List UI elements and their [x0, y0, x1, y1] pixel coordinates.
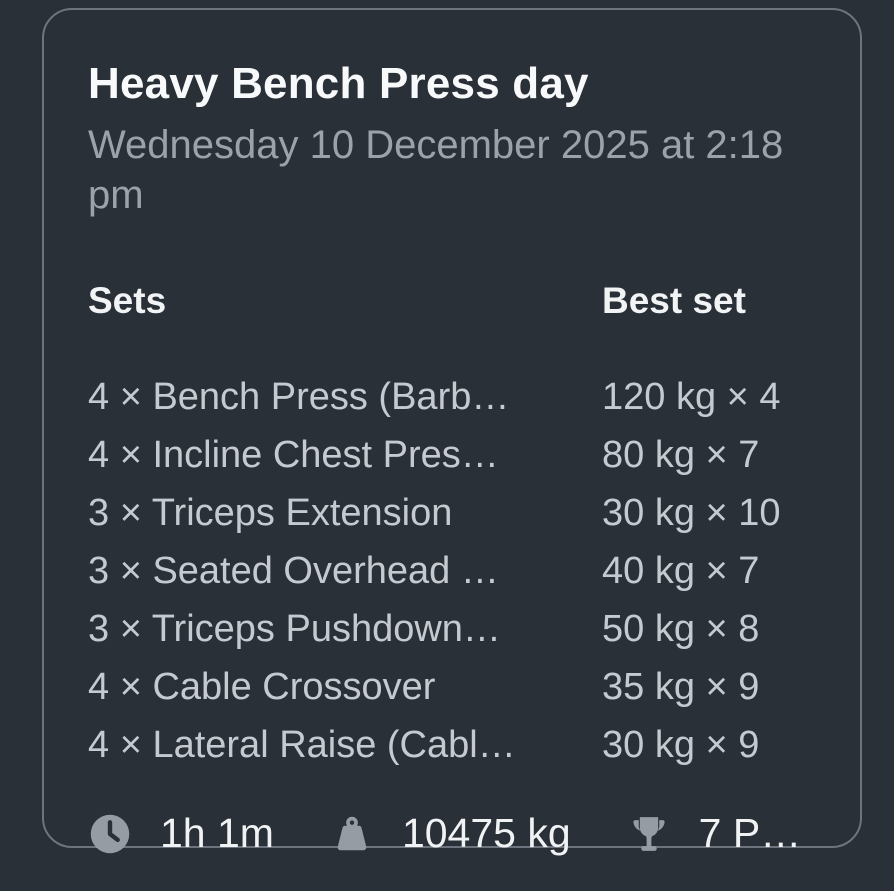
sets-column-header: Sets: [88, 280, 167, 321]
best-set-value: 40 kg × 7: [602, 550, 760, 592]
table-row: 3 × Triceps Extension 30 kg × 10: [88, 484, 820, 542]
records-value: 7 P…: [698, 810, 802, 856]
table-row: 3 × Triceps Pushdown… 50 kg × 8: [88, 600, 820, 658]
table-row: 4 × Cable Crossover 35 kg × 9: [88, 658, 820, 716]
table-row: 3 × Seated Overhead … 40 kg × 7: [88, 542, 820, 600]
workout-summary-card[interactable]: Heavy Bench Press day Wednesday 10 Decem…: [42, 8, 862, 856]
best-set-value: 35 kg × 9: [602, 666, 760, 708]
exercise-label: 3 × Triceps Pushdown…: [88, 608, 501, 650]
best-set-value: 30 kg × 10: [602, 492, 781, 534]
clock-icon: [88, 812, 132, 856]
exercise-label: 4 × Lateral Raise (Cabl…: [88, 724, 516, 766]
exercise-label: 4 × Incline Chest Pres…: [88, 434, 499, 476]
table-row: 4 × Lateral Raise (Cabl… 30 kg × 9: [88, 716, 820, 774]
weight-icon: [330, 812, 374, 856]
workout-stats-bar: 1h 1m 10475 kg 7 P…: [88, 810, 820, 857]
table-row: 4 × Incline Chest Pres… 80 kg × 7: [88, 426, 820, 484]
best-set-value: 30 kg × 9: [602, 724, 760, 766]
best-set-value: 50 kg × 8: [602, 608, 760, 650]
exercise-label: 3 × Seated Overhead …: [88, 550, 499, 592]
duration-value: 1h 1m: [160, 810, 274, 856]
exercise-label: 3 × Triceps Extension: [88, 492, 453, 534]
volume-stat: 10475 kg: [330, 810, 571, 857]
table-row: 4 × Bench Press (Barb… 120 kg × 4: [88, 368, 820, 426]
exercise-label: 4 × Bench Press (Barb…: [88, 376, 510, 418]
workout-datetime: Wednesday 10 December 2025 at 2:18 pm: [88, 123, 784, 217]
table-header: Sets Best set: [88, 280, 820, 322]
workout-title: Heavy Bench Press day: [88, 59, 589, 108]
exercise-label: 4 × Cable Crossover: [88, 666, 436, 708]
duration-stat: 1h 1m: [88, 810, 274, 857]
trophy-icon: [627, 812, 671, 856]
best-set-value: 120 kg × 4: [602, 376, 781, 418]
best-set-column-header: Best set: [602, 280, 746, 321]
volume-value: 10475 kg: [401, 810, 571, 856]
exercise-list: 4 × Bench Press (Barb… 120 kg × 4 4 × In…: [88, 368, 820, 774]
best-set-value: 80 kg × 7: [602, 434, 760, 476]
records-stat: 7 P…: [627, 810, 802, 857]
